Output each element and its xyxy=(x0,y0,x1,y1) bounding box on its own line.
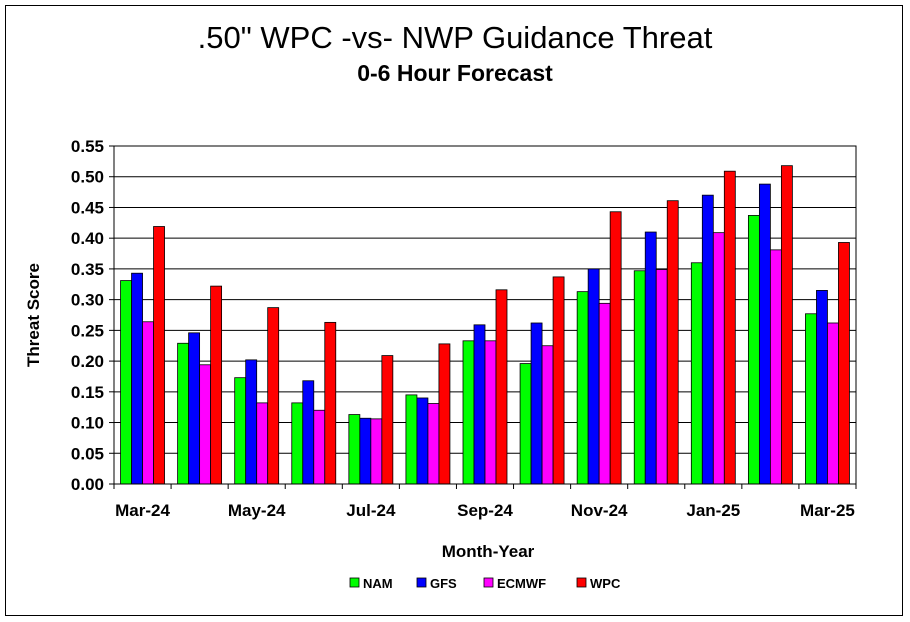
y-axis-ticks: 0.00 0.05 0.10 0.15 0.20 0.25 0.30 0.35 0.40 0.45… xyxy=(71,137,114,494)
bar-gfs-mar-25 xyxy=(816,290,828,485)
bar-gfs-mar-24 xyxy=(131,272,143,485)
x-axis-title: Month-Year xyxy=(442,542,535,561)
bar-nam-jun-24 xyxy=(291,402,304,485)
bar-nam-dec-24 xyxy=(633,270,646,485)
bar-nam-jan-25 xyxy=(690,262,703,485)
bar-nam-jul-24 xyxy=(348,414,361,485)
x-tick-label: Jul-24 xyxy=(346,501,396,520)
bar-gfs-jun-24 xyxy=(302,380,315,485)
bar-ecmwf-nov-24 xyxy=(598,302,611,485)
x-axis-ticks: Mar-24 May-24 Jul-24 Sep-24 Nov-24 Jan-25 Mar-… xyxy=(113,484,857,520)
bar-nam-oct-24 xyxy=(519,363,532,485)
bar-gfs-feb-25 xyxy=(758,183,771,485)
y-tick-label: 0.40 xyxy=(71,229,104,248)
bar-nam-sep-24 xyxy=(462,340,475,485)
x-tick-label: May-24 xyxy=(228,501,286,520)
bar-wpc-mar-25 xyxy=(838,242,850,485)
y-tick-label: 0.50 xyxy=(71,168,104,187)
y-tick-label: 0.55 xyxy=(71,137,104,156)
legend-swatch-ecmwf xyxy=(483,577,494,588)
bar-gfs-apr-24 xyxy=(188,332,201,485)
y-tick-label: 0.30 xyxy=(71,291,104,310)
y-tick-label: 0.25 xyxy=(71,321,104,340)
y-tick-label: 0.05 xyxy=(71,444,104,463)
bar-wpc-jun-24 xyxy=(324,321,337,485)
bar-ecmwf-feb-25 xyxy=(769,249,782,485)
bar-wpc-sep-24 xyxy=(495,289,508,485)
bar-gfs-jan-25 xyxy=(701,194,714,485)
y-tick-label: 0.00 xyxy=(71,475,104,494)
y-tick-label: 0.10 xyxy=(71,414,104,433)
bar-ecmwf-sep-24 xyxy=(484,340,497,485)
legend-swatch-nam xyxy=(349,577,360,588)
y-tick-label: 0.45 xyxy=(71,198,104,217)
bar-gfs-sep-24 xyxy=(473,324,486,485)
bar-wpc-jul-24 xyxy=(381,355,394,485)
bar-wpc-oct-24 xyxy=(552,276,565,485)
y-tick-label: 0.20 xyxy=(71,352,104,371)
bar-ecmwf-aug-24 xyxy=(427,403,440,485)
legend-label-wpc: WPC xyxy=(590,576,621,591)
y-tick-label: 0.35 xyxy=(71,260,104,279)
bar-ecmwf-jan-25 xyxy=(712,232,725,485)
bar-gfs-nov-24 xyxy=(587,268,600,485)
chart-subtitle: 0-6 Hour Forecast xyxy=(357,60,553,86)
bar-gfs-oct-24 xyxy=(530,322,543,485)
bar-ecmwf-mar-24 xyxy=(142,321,154,485)
bar-nam-may-24 xyxy=(234,377,247,485)
bar-ecmwf-jul-24 xyxy=(370,418,383,485)
legend: NAM GFS ECMWF WPC xyxy=(349,576,621,591)
bar-nam-mar-24 xyxy=(120,280,132,485)
x-tick-label: Jan-25 xyxy=(686,501,740,520)
bar-nam-aug-24 xyxy=(405,394,418,485)
x-tick-label: Nov-24 xyxy=(571,501,628,520)
y-tick-label: 0.15 xyxy=(71,383,104,402)
bar-ecmwf-mar-25 xyxy=(827,322,839,485)
bar-wpc-apr-24 xyxy=(210,285,223,485)
bar-ecmwf-apr-24 xyxy=(199,364,212,485)
bar-wpc-jan-25 xyxy=(723,170,736,485)
x-tick-label: Sep-24 xyxy=(457,501,513,520)
chart-title: .50" WPC -vs- NWP Guidance Threat xyxy=(197,20,713,55)
bar-nam-apr-24 xyxy=(177,342,190,485)
bar-gfs-jul-24 xyxy=(359,417,372,485)
x-tick-label: Mar-24 xyxy=(115,501,170,520)
bar-ecmwf-dec-24 xyxy=(655,269,668,485)
legend-label-gfs: GFS xyxy=(430,576,457,591)
bar-ecmwf-may-24 xyxy=(256,402,269,485)
legend-label-nam: NAM xyxy=(363,576,393,591)
bar-ecmwf-jun-24 xyxy=(313,409,326,485)
plot-border xyxy=(113,145,857,485)
bar-wpc-nov-24 xyxy=(609,211,622,485)
bars xyxy=(120,165,850,485)
legend-swatch-wpc xyxy=(576,577,587,588)
bar-gfs-may-24 xyxy=(245,359,258,485)
bar-nam-nov-24 xyxy=(576,291,589,485)
y-axis-title: Threat Score xyxy=(24,263,43,367)
bar-ecmwf-oct-24 xyxy=(541,345,554,485)
bar-nam-mar-25 xyxy=(805,313,817,485)
x-tick-label: Mar-25 xyxy=(800,501,855,520)
bar-wpc-aug-24 xyxy=(438,343,451,485)
bar-wpc-mar-24 xyxy=(153,226,165,485)
bar-gfs-aug-24 xyxy=(416,397,429,485)
bar-wpc-dec-24 xyxy=(666,200,679,485)
bar-wpc-feb-25 xyxy=(780,165,793,485)
bar-gfs-dec-24 xyxy=(644,231,657,485)
legend-label-ecmwf: ECMWF xyxy=(497,576,546,591)
bar-wpc-may-24 xyxy=(267,307,280,485)
legend-swatch-gfs xyxy=(416,577,427,588)
bar-nam-feb-25 xyxy=(747,215,760,485)
